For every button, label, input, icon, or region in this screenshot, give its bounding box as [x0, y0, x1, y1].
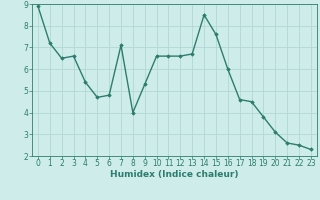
X-axis label: Humidex (Indice chaleur): Humidex (Indice chaleur): [110, 170, 239, 179]
